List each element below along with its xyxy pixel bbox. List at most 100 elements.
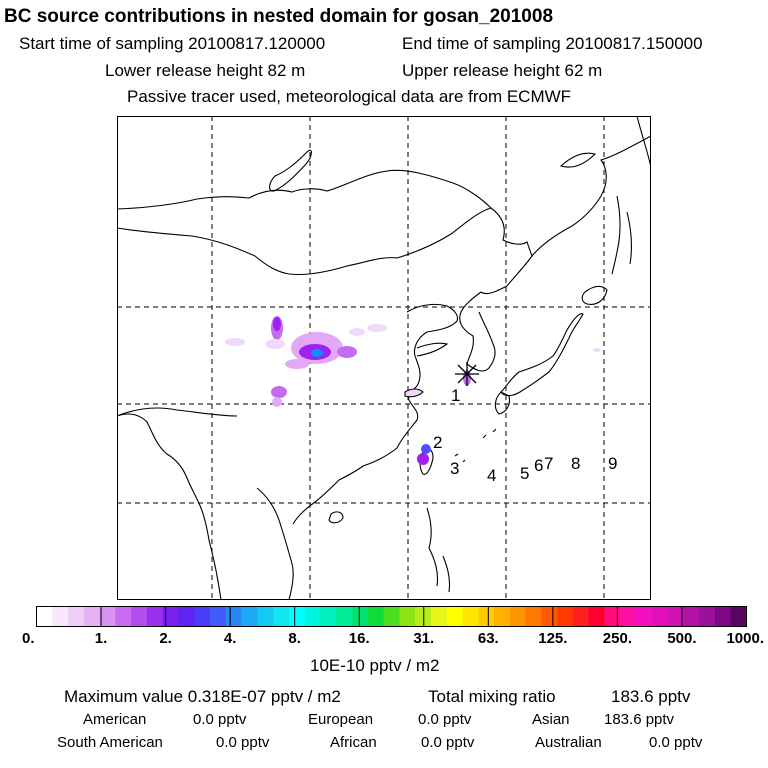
colorbar-cell [430, 606, 448, 627]
american-value: 0.0 pptv [193, 711, 247, 728]
south-american-label: South American [57, 734, 163, 751]
colorbar-cell [352, 606, 369, 627]
colorbar-cell [241, 606, 258, 627]
asian-label: Asian [532, 711, 570, 728]
european-value: 0.0 pptv [418, 711, 472, 728]
colorbar-cell [52, 606, 69, 627]
colorbar-cell [131, 606, 148, 627]
marker-6: 6 [534, 456, 543, 475]
colorbar-cell [446, 606, 463, 627]
marker-4: 4 [487, 466, 496, 485]
colorbar-cell [541, 606, 558, 627]
colorbar-tick-label: 250. [602, 630, 632, 647]
hotspot [311, 349, 323, 357]
australian-value: 0.0 pptv [649, 734, 703, 751]
colorbar-cell [525, 606, 542, 627]
colorbar-cell [36, 606, 53, 627]
colorbar-tick-label: 4. [223, 630, 237, 647]
european-label: European [308, 711, 374, 728]
colorbar-cell [68, 606, 85, 627]
colorbar-cell [620, 606, 637, 627]
marker-8: 8 [571, 454, 580, 473]
colorbar-tick-label: 31. [413, 630, 435, 647]
colorbar-cell [210, 606, 227, 627]
colorbar-tick-label: 1. [94, 630, 108, 647]
upper-release-height-label: Upper release height 62 m [402, 61, 603, 80]
colorbar-cell [83, 606, 101, 627]
colorbar-cell [557, 606, 574, 627]
colorbar-tick-label: 125. [538, 630, 568, 647]
colorbar-cell [320, 606, 337, 627]
colorbar-cell [478, 606, 495, 627]
map-panel: 1 2 3 4 5 6 7 8 9 [117, 116, 651, 600]
hotspot [285, 359, 309, 369]
colorbar-cell [336, 606, 353, 627]
hotspot [337, 346, 357, 358]
end-time-label: End time of sampling 20100817.150000 [402, 34, 703, 53]
map-title: BC source contributions in nested domain… [4, 6, 554, 27]
colorbar-tick-label: 500. [667, 630, 697, 647]
colorbar-cell [572, 606, 590, 627]
colorbar-cell [273, 606, 290, 627]
marker-3: 3 [450, 459, 459, 478]
marker-9: 9 [608, 454, 617, 473]
hotspot [273, 317, 281, 331]
colorbar [36, 606, 747, 627]
coastlines [117, 116, 651, 600]
colorbar-tick-label: 63. [477, 630, 499, 647]
colorbar-cell [399, 606, 416, 627]
colorbar-cell [588, 606, 605, 627]
total-mixing-ratio-label: Total mixing ratio [428, 687, 556, 706]
hotspot [593, 348, 601, 352]
colorbar-cell [115, 606, 132, 627]
start-time-label: Start time of sampling 20100817.120000 [19, 34, 326, 53]
marker-7: 7 [544, 454, 553, 473]
colorbar-cell [494, 606, 511, 627]
max-value-label: Maximum value 0.318E-07 pptv / m2 [64, 687, 341, 706]
hotspot [349, 328, 365, 336]
colorbar-cell [146, 606, 164, 627]
colorbar-cell [99, 606, 116, 627]
hotspot [271, 386, 287, 398]
hotspot [367, 324, 387, 332]
colorbar-tick-label: 8. [288, 630, 301, 647]
colorbar-cell [509, 606, 527, 627]
colorbar-cell [194, 606, 211, 627]
colorbar-cell [604, 606, 621, 627]
lower-release-height-label: Lower release height 82 m [105, 61, 306, 80]
hotspot [417, 453, 429, 465]
colorbar-cell [651, 606, 669, 627]
colorbar-cell [367, 606, 385, 627]
hotspot [272, 397, 282, 407]
colorbar-cell [667, 606, 684, 627]
colorbar-cell [162, 606, 179, 627]
colorbar-cell [714, 606, 732, 627]
south-american-value: 0.0 pptv [216, 734, 270, 751]
colorbar-cell [383, 606, 400, 627]
graticule [117, 116, 651, 600]
colorbar-unit: 10E-10 pptv / m2 [310, 656, 440, 675]
model-note: Passive tracer used, meteorological data… [127, 87, 572, 106]
asian-value: 183.6 pptv [604, 711, 675, 728]
colorbar-cell [257, 606, 274, 627]
colorbar-cell [178, 606, 195, 627]
colorbar-cell [415, 606, 432, 627]
colorbar-tick-label: 2. [159, 630, 172, 647]
colorbar-tick-label: 1000. [726, 630, 764, 647]
colorbar-tick-label: 16. [348, 630, 370, 647]
african-label: African [330, 734, 377, 751]
colorbar-cell [304, 606, 321, 627]
marker-5: 5 [520, 464, 529, 483]
colorbar-cell [699, 606, 716, 627]
hotspot [421, 444, 431, 454]
american-label: American [83, 711, 147, 728]
marker-2: 2 [433, 433, 442, 452]
colorbar-cell [636, 606, 653, 627]
marker-1: 1 [451, 386, 460, 405]
star-asterisk-icon [455, 362, 479, 386]
colorbar-cell [288, 606, 306, 627]
total-mixing-ratio-value: 183.6 pptv [611, 687, 691, 706]
colorbar-cell [683, 606, 700, 627]
hotspot [225, 338, 245, 346]
hotspot [265, 339, 285, 349]
